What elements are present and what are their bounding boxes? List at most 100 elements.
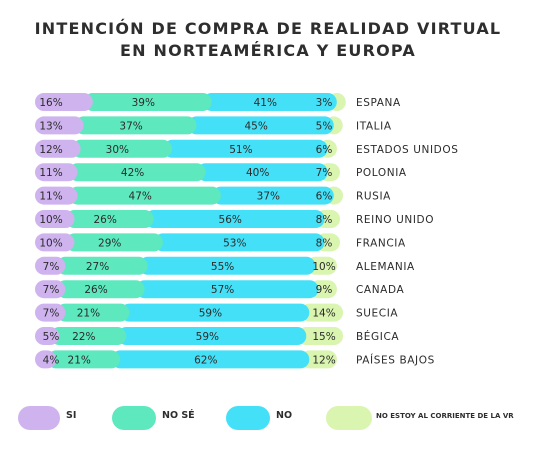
bar-canada-no-se bbox=[56, 280, 145, 299]
stacked-bar-chart: 16% 39% 41% 3% ESPANA 13% 37% 45% 5% ITALIA 12% 30%… bbox=[35, 93, 458, 369]
value-label-suecia-no-estoy-al-corriente-de-la-vr: 14% bbox=[312, 308, 335, 320]
value-label-espana-si: 16% bbox=[39, 97, 62, 109]
value-label-italia-no-se: 37% bbox=[119, 120, 142, 132]
category-label-polonia: POLONIA bbox=[356, 167, 407, 179]
bar-suecia-no bbox=[120, 303, 310, 322]
legend-label-no: NO bbox=[276, 410, 293, 421]
value-label-canada-si: 7% bbox=[43, 284, 60, 296]
bar-francia-si bbox=[35, 233, 75, 252]
value-label-estados-unidos-no-se: 30% bbox=[106, 144, 129, 156]
bar-polonia-no bbox=[196, 163, 328, 182]
bar-alemania-no bbox=[138, 256, 316, 275]
value-label-polonia-no-estoy-al-corriente-de-la-vr: 7% bbox=[316, 167, 333, 179]
value-label-polonia-si: 11% bbox=[39, 167, 62, 179]
value-label-suecia-no: 59% bbox=[199, 308, 222, 320]
category-label-francia: FRANCIA bbox=[356, 237, 406, 249]
value-label-reino-unido-si: 10% bbox=[39, 214, 62, 226]
value-label-canada-no-estoy-al-corriente-de-la-vr: 9% bbox=[316, 284, 333, 296]
bar-suecia-no-se bbox=[56, 303, 130, 322]
value-label-alemania-si: 7% bbox=[43, 261, 60, 273]
bar-espana-no-se bbox=[83, 93, 212, 111]
value-label-suecia-no-se: 21% bbox=[77, 308, 100, 320]
bar-estados-unidos-no-se bbox=[71, 139, 173, 158]
bar-paises-bajos-no-se bbox=[47, 350, 121, 369]
chart-title-line-1: INTENCIÓN DE COMPRA DE REALIDAD VIRTUAL bbox=[34, 19, 502, 38]
chart-title-line-2: EN NORTEAMÉRICA Y EUROPA bbox=[120, 41, 416, 60]
bar-reino-unido-si bbox=[35, 210, 75, 228]
category-label-italia: ITALIA bbox=[356, 120, 392, 132]
bar-suecia-si bbox=[35, 303, 66, 322]
category-label-canada: CANADA bbox=[356, 284, 404, 296]
bar-italia-no bbox=[187, 116, 334, 135]
bar-begica-no-estoy-al-corriente-de-la-vr bbox=[297, 327, 344, 345]
value-label-begica-no-se: 22% bbox=[72, 331, 95, 343]
value-label-suecia-si: 7% bbox=[43, 308, 60, 320]
bar-polonia-si bbox=[35, 163, 78, 182]
value-label-francia-si: 10% bbox=[39, 237, 62, 249]
legend-swatch-no-estoy-al-corriente bbox=[326, 406, 372, 430]
bar-polonia-no-se bbox=[68, 163, 206, 182]
category-label-begica: BÉGICA bbox=[356, 330, 399, 343]
value-label-francia-no: 53% bbox=[223, 237, 246, 249]
bar-reino-unido-no bbox=[144, 210, 325, 228]
value-label-reino-unido-no-estoy-al-corriente-de-la-vr: 8% bbox=[316, 214, 333, 226]
value-label-polonia-no-se: 42% bbox=[121, 167, 144, 179]
value-label-francia-no-estoy-al-corriente-de-la-vr: 8% bbox=[316, 237, 333, 249]
value-label-italia-no-estoy-al-corriente-de-la-vr: 5% bbox=[316, 120, 333, 132]
legend-swatch-no-se bbox=[112, 406, 156, 430]
bar-paises-bajos-si bbox=[35, 350, 57, 369]
bar-begica-no bbox=[117, 327, 307, 345]
legend-label-si: SI bbox=[66, 410, 77, 421]
value-label-alemania-no-estoy-al-corriente-de-la-vr: 10% bbox=[312, 261, 335, 273]
bar-espana-no bbox=[202, 93, 337, 111]
value-label-reino-unido-no-se: 26% bbox=[93, 214, 116, 226]
value-label-rusia-no-estoy-al-corriente-de-la-vr: 6% bbox=[316, 191, 333, 203]
category-label-paises-bajos: PAÍSES BAJOS bbox=[356, 353, 435, 366]
bar-reino-unido-no-se bbox=[65, 210, 154, 228]
bar-espana-si bbox=[35, 93, 93, 111]
bar-estados-unidos-no bbox=[163, 139, 328, 158]
value-label-espana-no: 41% bbox=[254, 97, 277, 109]
bar-rusia-no bbox=[211, 186, 334, 205]
bar-francia-no-se bbox=[65, 233, 163, 252]
value-label-alemania-no: 55% bbox=[211, 261, 234, 273]
bar-suecia-no-estoy-al-corriente-de-la-vr bbox=[300, 303, 344, 322]
value-label-paises-bajos-no-se: 21% bbox=[68, 354, 91, 366]
value-label-paises-bajos-no-estoy-al-corriente-de-la-vr: 12% bbox=[312, 354, 335, 366]
bar-begica-no-se bbox=[50, 327, 127, 345]
value-label-espana-no-se: 39% bbox=[132, 97, 155, 109]
value-label-italia-no: 45% bbox=[244, 120, 267, 132]
bar-canada-si bbox=[35, 280, 66, 299]
legend-swatch-no bbox=[226, 406, 270, 430]
value-label-alemania-no-se: 27% bbox=[86, 261, 109, 273]
category-label-alemania: ALEMANIA bbox=[356, 261, 415, 273]
value-label-estados-unidos-si: 12% bbox=[39, 144, 62, 156]
value-label-rusia-no: 37% bbox=[257, 191, 280, 203]
value-label-polonia-no: 40% bbox=[246, 167, 269, 179]
value-label-estados-unidos-no: 51% bbox=[229, 144, 252, 156]
value-label-espana-no-estoy-al-corriente-de-la-vr: 3% bbox=[316, 97, 333, 109]
value-label-paises-bajos-no: 62% bbox=[194, 354, 217, 366]
bar-francia-no bbox=[153, 233, 325, 252]
value-label-reino-unido-no: 56% bbox=[219, 214, 242, 226]
value-label-rusia-si: 11% bbox=[39, 191, 62, 203]
value-label-canada-no-se: 26% bbox=[84, 284, 107, 296]
bar-canada-no bbox=[135, 280, 319, 299]
bar-estados-unidos-si bbox=[35, 139, 81, 158]
legend-label-no-se: NO SÉ bbox=[162, 410, 195, 421]
category-label-espana: ESPANA bbox=[356, 97, 401, 109]
bar-alemania-si bbox=[35, 256, 66, 275]
value-label-begica-no-estoy-al-corriente-de-la-vr: 15% bbox=[312, 331, 335, 343]
bar-alemania-no-se bbox=[56, 256, 148, 275]
category-label-rusia: RUSIA bbox=[356, 191, 391, 203]
value-label-rusia-no-se: 47% bbox=[129, 191, 152, 203]
value-label-begica-si: 5% bbox=[43, 331, 60, 343]
value-label-paises-bajos-si: 4% bbox=[43, 354, 60, 366]
bar-begica-si bbox=[35, 327, 60, 345]
category-label-suecia: SUECIA bbox=[356, 308, 398, 320]
legend-label-no-estoy-al-corriente: NO ESTOY AL CORRIENTE DE LA VR bbox=[376, 412, 514, 420]
legend-swatch-si bbox=[18, 406, 60, 430]
bar-rusia-no-se bbox=[68, 186, 221, 205]
bar-italia-si bbox=[35, 116, 84, 135]
category-label-reino-unido: REINO UNIDO bbox=[356, 214, 434, 226]
